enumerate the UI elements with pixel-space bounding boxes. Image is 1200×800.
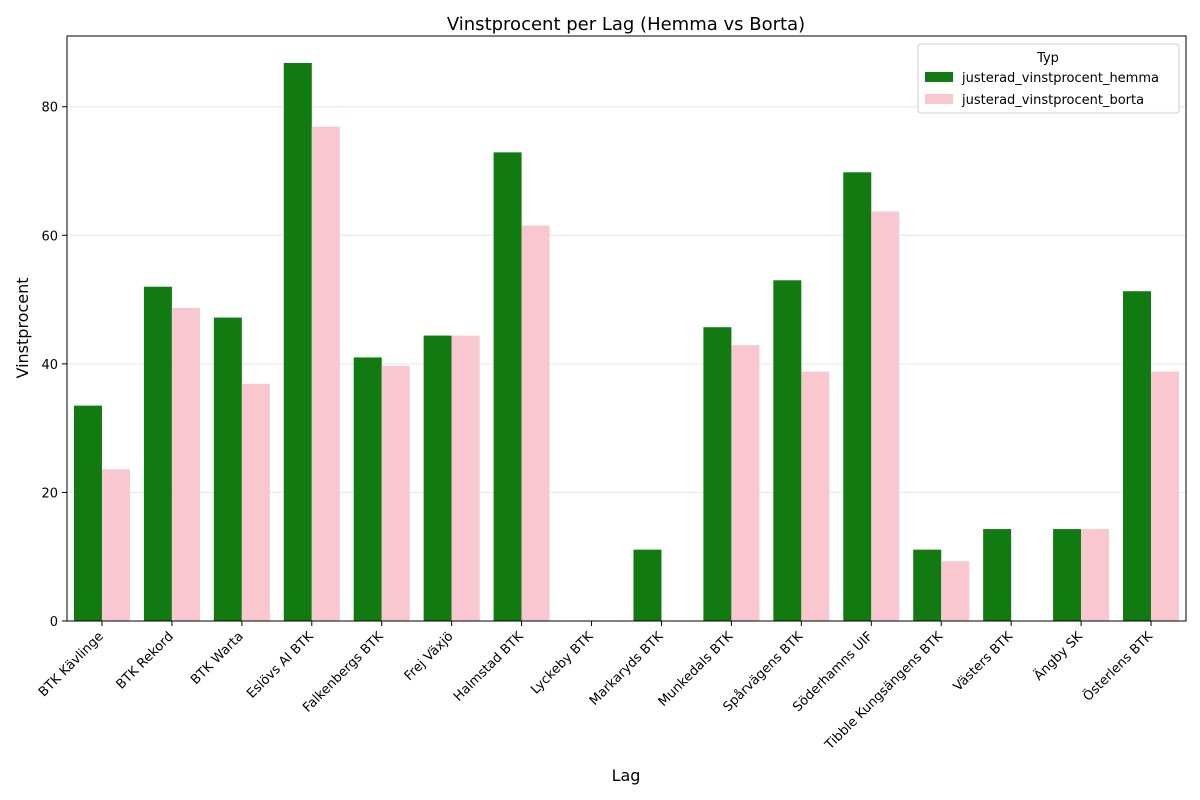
- y-tick-label: 60: [41, 229, 58, 244]
- bar-hemma: [493, 152, 522, 621]
- bar-borta: [1081, 529, 1110, 621]
- bar-borta: [1151, 371, 1180, 621]
- bar-borta: [731, 345, 760, 621]
- bar-borta: [451, 335, 480, 621]
- bar-borta: [521, 225, 550, 621]
- bar-hemma: [983, 529, 1012, 621]
- legend-swatch-hemma: [925, 72, 953, 82]
- bar-hemma: [423, 335, 452, 621]
- y-tick-label: 40: [41, 358, 58, 373]
- chart-title: Vinstprocent per Lag (Hemma vs Borta): [447, 14, 805, 35]
- bar-hemma: [913, 549, 942, 621]
- legend-label-hemma: justerad_vinstprocent_hemma: [961, 71, 1159, 86]
- bar-borta: [241, 383, 270, 621]
- legend-swatch-borta: [925, 94, 953, 104]
- bar-hemma: [1123, 291, 1152, 621]
- legend-box: [917, 43, 1180, 114]
- legend-label-borta: justerad_vinstprocent_borta: [961, 93, 1144, 108]
- bar-borta: [381, 365, 410, 621]
- bar-hemma: [213, 317, 242, 621]
- bar-borta: [941, 561, 970, 621]
- y-axis-label: Vinstprocent: [13, 277, 32, 378]
- y-axis: 0 20 40 60 80: [41, 101, 67, 630]
- y-tick-label: 80: [41, 101, 58, 116]
- bar-borta: [171, 307, 200, 621]
- bar-borta: [101, 469, 130, 621]
- legend: Typ justerad_vinstprocent_hemma justerad…: [917, 43, 1180, 114]
- bar-hemma: [283, 63, 312, 621]
- plot-frame: [66, 35, 1187, 622]
- bar-hemma: [633, 549, 662, 621]
- bar-borta: [871, 211, 900, 621]
- y-tick-label: 0: [50, 615, 58, 630]
- bar-hemma: [143, 286, 172, 621]
- legend-title: Typ: [1036, 51, 1059, 66]
- bar-borta: [311, 126, 340, 622]
- bars: [73, 63, 1180, 622]
- bar-hemma: [73, 405, 102, 621]
- bar-hemma: [353, 357, 382, 621]
- x-axis-label: Lag: [612, 766, 641, 785]
- bar-hemma: [843, 172, 872, 622]
- bar-hemma: [1053, 529, 1082, 621]
- bar-borta: [801, 371, 830, 621]
- bar-hemma: [703, 327, 732, 621]
- y-tick-label: 20: [41, 486, 58, 501]
- bar-hemma: [773, 280, 802, 621]
